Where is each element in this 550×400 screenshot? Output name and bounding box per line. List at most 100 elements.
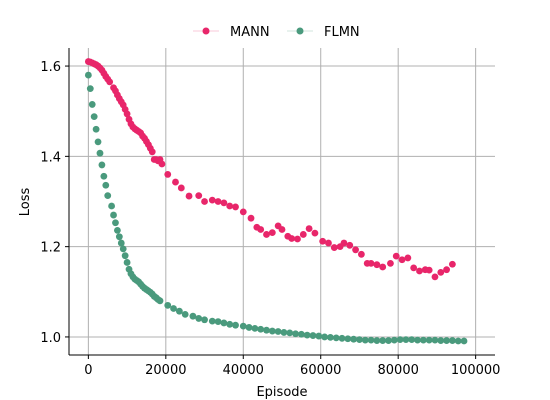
y-tick-label: 1.0 (40, 331, 61, 346)
data-point-flmn (361, 336, 369, 344)
data-point-flmn (195, 315, 203, 322)
data-point-flmn (332, 334, 340, 342)
data-point-flmn (88, 101, 96, 108)
data-point-flmn (373, 337, 381, 344)
data-point-mann (220, 199, 228, 207)
data-point-flmn (390, 336, 398, 344)
data-point-mann (185, 192, 193, 200)
data-point-mann (325, 239, 332, 247)
data-point-flmn (396, 336, 404, 344)
data-point-flmn (239, 322, 247, 330)
data-point-mann (195, 192, 203, 200)
data-point-flmn (86, 85, 94, 93)
data-point-flmn (121, 252, 129, 260)
x-tick-label: 20000 (145, 363, 186, 378)
data-point-flmn (181, 310, 189, 318)
legend-label-flmn: FLMN (324, 25, 360, 40)
data-point-flmn (102, 181, 110, 189)
data-point-flmn (443, 337, 450, 344)
data-point-mann (373, 261, 381, 269)
data-point-flmn (232, 321, 239, 329)
data-point-mann (247, 214, 255, 222)
data-point-mann (278, 226, 286, 233)
data-point-flmn (356, 336, 363, 344)
data-point-mann (392, 252, 400, 260)
data-point-mann (232, 203, 239, 211)
data-point-flmn (189, 312, 197, 320)
data-point-flmn (123, 259, 131, 266)
grid-lines (69, 48, 495, 355)
data-point-mann (367, 259, 375, 267)
data-point-mann (305, 225, 313, 232)
data-point-mann (239, 208, 247, 216)
data-point-flmn (94, 138, 102, 146)
data-point-mann (148, 148, 156, 156)
data-point-flmn (112, 219, 119, 227)
data-point-mann (257, 226, 265, 233)
data-point-flmn (96, 149, 104, 157)
legend-item-mann: MANN (193, 25, 270, 40)
data-point-mann (387, 259, 394, 267)
data-point-flmn (170, 305, 177, 312)
x-tick-label: 40000 (223, 363, 264, 378)
data-point-mann (398, 256, 406, 264)
data-point-flmn (309, 332, 317, 339)
data-point-mann (177, 184, 185, 192)
data-point-flmn (263, 326, 270, 334)
legend-marker-flmn (296, 27, 304, 35)
data-point-mann (164, 171, 172, 178)
data-point-flmn (460, 337, 468, 345)
legend-marker-mann (202, 27, 210, 35)
data-point-mann (299, 231, 307, 238)
data-point-mann (357, 250, 365, 258)
data-point-flmn (114, 226, 121, 234)
series-mann (84, 58, 456, 281)
data-point-flmn (303, 331, 311, 339)
data-point-flmn (431, 336, 439, 344)
data-point-flmn (226, 320, 234, 328)
data-point-flmn (104, 192, 112, 200)
x-ticks: 0 20000 40000 60000 80000 100000 (84, 355, 500, 378)
data-point-flmn (338, 334, 346, 342)
y-tick-label: 1.4 (40, 150, 61, 165)
data-point-mann (288, 235, 296, 242)
legend-item-flmn: FLMN (287, 25, 360, 40)
data-point-flmn (201, 316, 208, 324)
data-point-mann (410, 264, 418, 272)
data-point-flmn (292, 330, 299, 338)
data-point-flmn (214, 318, 222, 325)
data-point-mann (425, 266, 433, 274)
data-point-flmn (280, 329, 288, 336)
data-point-flmn (98, 161, 106, 169)
data-point-flmn (367, 336, 375, 344)
data-point-mann (379, 263, 387, 271)
data-point-mann (416, 267, 423, 275)
data-point-flmn (251, 324, 259, 332)
data-point-mann (319, 237, 327, 245)
data-point-flmn (274, 328, 282, 335)
data-point-flmn (268, 327, 276, 335)
data-point-flmn (208, 317, 216, 325)
legend: MANN FLMN (193, 25, 360, 40)
data-point-flmn (92, 125, 100, 133)
data-point-mann (449, 260, 456, 268)
y-ticks: 1.0 1.2 1.4 1.6 (40, 60, 69, 346)
data-point-mann (263, 231, 270, 238)
y-axis-label: Loss (18, 188, 33, 217)
data-point-flmn (108, 202, 115, 210)
data-point-flmn (220, 319, 228, 327)
data-point-mann (352, 246, 359, 254)
data-point-flmn (425, 336, 433, 344)
y-tick-label: 1.2 (40, 241, 61, 256)
data-point-flmn (164, 301, 172, 309)
x-tick-label: 60000 (300, 363, 341, 378)
data-point-flmn (100, 172, 108, 180)
data-point-mann (201, 198, 208, 205)
data-points (84, 58, 468, 345)
data-point-flmn (315, 332, 323, 340)
data-point-flmn (327, 333, 334, 341)
data-point-mann (346, 241, 354, 249)
data-point-flmn (84, 71, 92, 79)
data-point-flmn (350, 335, 358, 343)
data-point-flmn (437, 337, 445, 344)
